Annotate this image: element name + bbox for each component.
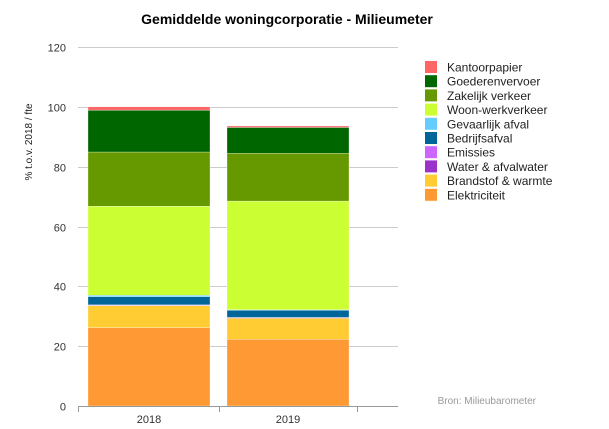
bar-segment [87, 305, 211, 328]
bar-segment [87, 206, 211, 296]
bar-segment [226, 310, 350, 318]
legend-swatch [425, 89, 437, 102]
bar-segment [87, 151, 211, 207]
y-tick-label: 40 [54, 282, 66, 294]
y-tick-label: 20 [54, 342, 66, 354]
legend-label: Gevaarlijk afval [447, 117, 529, 131]
y-axis-ticks: 0 20 40 60 80 100 120 [48, 43, 66, 414]
legend-label: Zakelijk verkeer [447, 89, 531, 103]
legend-swatch [425, 117, 437, 130]
bar-segment [226, 339, 350, 407]
legend-swatch [425, 146, 437, 159]
legend-label: Goederenvervoer [447, 75, 540, 89]
bar-segment [87, 296, 211, 306]
legend-label: Elektriciteit [447, 188, 506, 202]
y-tick-label: 100 [48, 103, 66, 115]
legend-swatch [425, 188, 437, 201]
legend-swatch [425, 61, 437, 73]
y-axis-label: % t.o.v. 2018 / fte [24, 103, 35, 181]
bar-segment [87, 327, 211, 407]
bar-segment [226, 125, 350, 128]
y-tick-label: 80 [54, 163, 66, 175]
bar-segment [226, 153, 350, 202]
x-tick-label: 2019 [276, 414, 300, 426]
y-tick-label: 0 [60, 402, 66, 414]
legend-swatch [425, 160, 437, 173]
legend-label: Emissies [447, 146, 495, 160]
legend-label: Kantoorpapier [447, 61, 522, 75]
bar-segment [87, 106, 211, 111]
bar-segment [87, 109, 211, 153]
legend-swatch [425, 75, 437, 88]
legend-swatch [425, 103, 437, 116]
y-tick-label: 60 [54, 223, 66, 235]
legend-label: Bedrijfsafval [447, 132, 512, 146]
x-axis: 2018 2019 [78, 406, 398, 426]
legend-swatch [425, 174, 437, 187]
legend-label: Woon-werkverkeer [447, 103, 547, 117]
legend-label: Brandstof & warmte [447, 174, 553, 188]
bar-segment [226, 200, 350, 310]
bar-segment [87, 295, 211, 297]
bar-segment [226, 127, 350, 154]
legend-swatch [425, 132, 437, 144]
source-note: Bron: Milieubarometer [438, 396, 537, 407]
x-tick-label: 2018 [137, 414, 161, 426]
y-tick-label: 120 [48, 43, 66, 55]
legend-label: Water & afvalwater [447, 160, 548, 174]
bar-segment [226, 318, 350, 340]
bars [87, 106, 350, 407]
chart-title: Gemiddelde woningcorporatie - Milieumete… [141, 11, 433, 27]
